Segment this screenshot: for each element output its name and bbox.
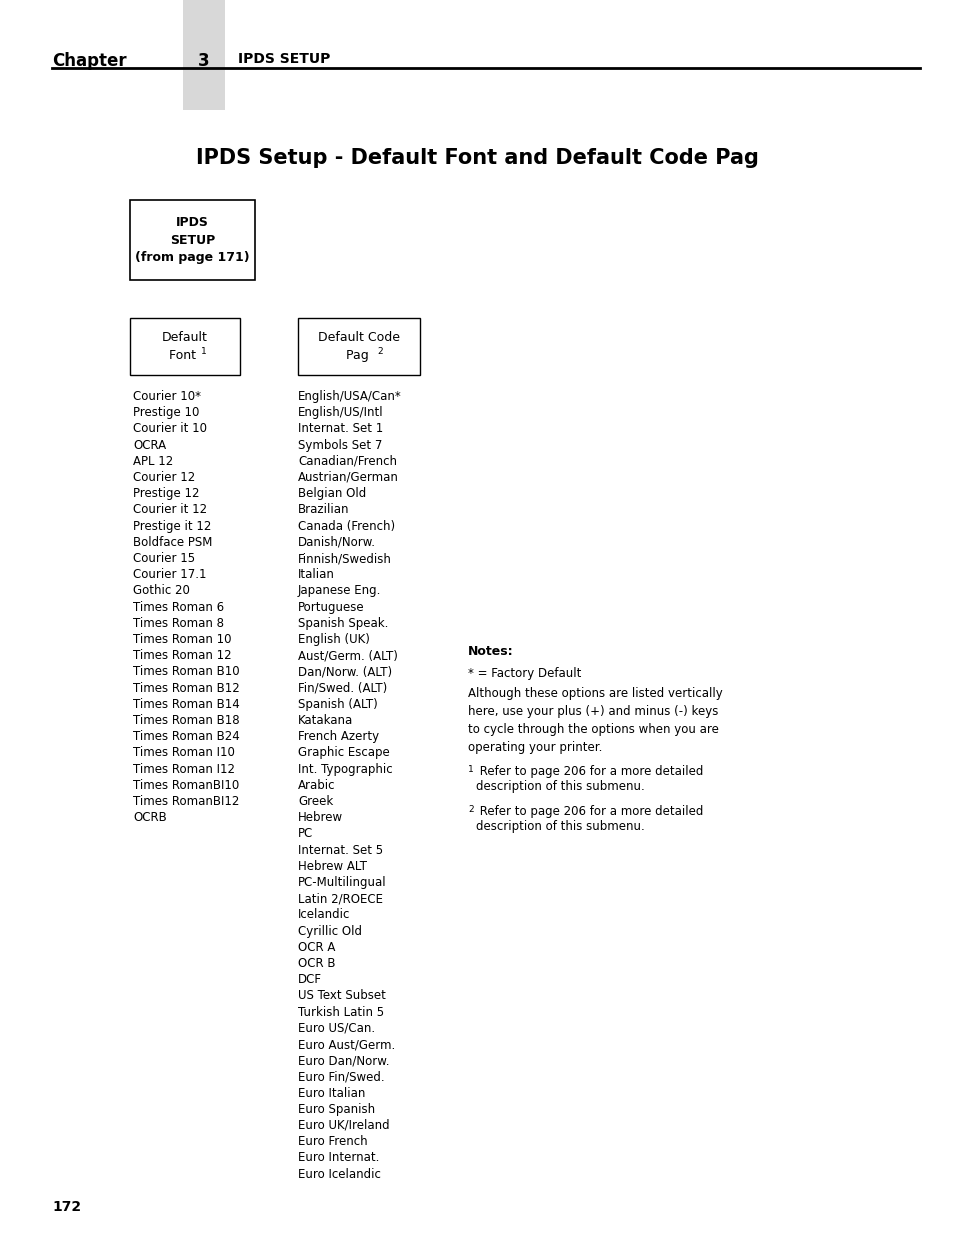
Text: Euro Internat.: Euro Internat. bbox=[297, 1151, 379, 1165]
Text: Austrian/German: Austrian/German bbox=[297, 471, 398, 484]
Text: Fin/Swed. (ALT): Fin/Swed. (ALT) bbox=[297, 682, 387, 694]
Text: Although these options are listed vertically
here, use your plus (+) and minus (: Although these options are listed vertic… bbox=[468, 687, 722, 755]
Text: Finnish/Swedish: Finnish/Swedish bbox=[297, 552, 392, 564]
Text: Graphic Escape: Graphic Escape bbox=[297, 746, 390, 760]
Text: Euro US/Can.: Euro US/Can. bbox=[297, 1021, 375, 1035]
Text: Euro French: Euro French bbox=[297, 1135, 367, 1149]
Text: DCF: DCF bbox=[297, 973, 322, 987]
Text: Katakana: Katakana bbox=[297, 714, 353, 727]
Text: Times Roman 10: Times Roman 10 bbox=[132, 634, 232, 646]
Text: OCR A: OCR A bbox=[297, 941, 335, 953]
Text: Refer to page 206 for a more detailed: Refer to page 206 for a more detailed bbox=[476, 805, 702, 818]
Text: 2: 2 bbox=[376, 347, 382, 356]
Text: Euro Fin/Swed.: Euro Fin/Swed. bbox=[297, 1071, 384, 1083]
Text: Portuguese: Portuguese bbox=[297, 600, 364, 614]
Text: OCRA: OCRA bbox=[132, 438, 166, 452]
Bar bbox=[297, 317, 419, 375]
Text: Italian: Italian bbox=[297, 568, 335, 582]
Text: Greek: Greek bbox=[297, 795, 333, 808]
Text: Euro Spanish: Euro Spanish bbox=[297, 1103, 375, 1115]
Text: Canadian/French: Canadian/French bbox=[297, 454, 396, 468]
Text: Times Roman 12: Times Roman 12 bbox=[132, 650, 232, 662]
Text: Canada (French): Canada (French) bbox=[297, 520, 395, 532]
Text: Internat. Set 5: Internat. Set 5 bbox=[297, 844, 383, 857]
Text: Spanish Speak.: Spanish Speak. bbox=[297, 616, 388, 630]
Text: Times Roman I10: Times Roman I10 bbox=[132, 746, 234, 760]
Text: Internat. Set 1: Internat. Set 1 bbox=[297, 422, 383, 436]
Text: APL 12: APL 12 bbox=[132, 454, 173, 468]
Text: Times Roman B18: Times Roman B18 bbox=[132, 714, 239, 727]
Text: Danish/Norw.: Danish/Norw. bbox=[297, 536, 375, 548]
Text: Times Roman B10: Times Roman B10 bbox=[132, 666, 239, 678]
Text: 1: 1 bbox=[201, 347, 207, 356]
Text: English/US/Intl: English/US/Intl bbox=[297, 406, 383, 419]
Text: 2: 2 bbox=[468, 805, 473, 814]
Text: Euro UK/Ireland: Euro UK/Ireland bbox=[297, 1119, 389, 1132]
Text: Times Roman I12: Times Roman I12 bbox=[132, 762, 234, 776]
Text: French Azerty: French Azerty bbox=[297, 730, 378, 743]
Text: Courier it 12: Courier it 12 bbox=[132, 504, 207, 516]
Text: * = Factory Default: * = Factory Default bbox=[468, 667, 580, 680]
Text: Courier 12: Courier 12 bbox=[132, 471, 195, 484]
Text: PC-Multilingual: PC-Multilingual bbox=[297, 876, 386, 889]
Text: OCRB: OCRB bbox=[132, 811, 167, 824]
Text: Default Code
Pag: Default Code Pag bbox=[317, 331, 399, 362]
Text: description of this submenu.: description of this submenu. bbox=[476, 781, 644, 793]
Text: Times RomanBI12: Times RomanBI12 bbox=[132, 795, 239, 808]
Text: Euro Icelandic: Euro Icelandic bbox=[297, 1167, 380, 1181]
Text: Refer to page 206 for a more detailed: Refer to page 206 for a more detailed bbox=[476, 764, 702, 778]
Text: 3: 3 bbox=[198, 52, 210, 70]
Text: Boldface PSM: Boldface PSM bbox=[132, 536, 213, 548]
Text: Spanish (ALT): Spanish (ALT) bbox=[297, 698, 377, 711]
Text: Hebrew ALT: Hebrew ALT bbox=[297, 860, 367, 873]
Text: Euro Aust/Germ.: Euro Aust/Germ. bbox=[297, 1037, 395, 1051]
Text: Turkish Latin 5: Turkish Latin 5 bbox=[297, 1005, 384, 1019]
Text: Courier 10*: Courier 10* bbox=[132, 390, 201, 403]
Text: Prestige 10: Prestige 10 bbox=[132, 406, 199, 419]
Text: 172: 172 bbox=[52, 1200, 81, 1214]
Text: description of this submenu.: description of this submenu. bbox=[476, 820, 644, 832]
Text: US Text Subset: US Text Subset bbox=[297, 989, 385, 1003]
Text: 1: 1 bbox=[468, 764, 474, 774]
Text: Courier 17.1: Courier 17.1 bbox=[132, 568, 206, 582]
Text: Japanese Eng.: Japanese Eng. bbox=[297, 584, 381, 598]
Text: English (UK): English (UK) bbox=[297, 634, 370, 646]
Text: IPDS Setup - Default Font and Default Code Pag: IPDS Setup - Default Font and Default Co… bbox=[195, 148, 758, 168]
Text: Symbols Set 7: Symbols Set 7 bbox=[297, 438, 382, 452]
Text: English/USA/Can*: English/USA/Can* bbox=[297, 390, 401, 403]
Text: Prestige 12: Prestige 12 bbox=[132, 487, 199, 500]
Text: Brazilian: Brazilian bbox=[297, 504, 349, 516]
Text: Cyrillic Old: Cyrillic Old bbox=[297, 925, 361, 937]
Text: Courier it 10: Courier it 10 bbox=[132, 422, 207, 436]
Text: OCR B: OCR B bbox=[297, 957, 335, 969]
Bar bbox=[130, 317, 240, 375]
Text: Default
Font: Default Font bbox=[162, 331, 208, 362]
Text: PC: PC bbox=[297, 827, 313, 840]
Text: Belgian Old: Belgian Old bbox=[297, 487, 366, 500]
Text: Prestige it 12: Prestige it 12 bbox=[132, 520, 212, 532]
Bar bbox=[130, 200, 254, 280]
Text: Int. Typographic: Int. Typographic bbox=[297, 762, 393, 776]
Text: Icelandic: Icelandic bbox=[297, 909, 350, 921]
Text: Euro Dan/Norw.: Euro Dan/Norw. bbox=[297, 1055, 389, 1067]
Text: Gothic 20: Gothic 20 bbox=[132, 584, 190, 598]
Text: Times Roman B14: Times Roman B14 bbox=[132, 698, 239, 711]
Text: Courier 15: Courier 15 bbox=[132, 552, 195, 564]
Text: IPDS
SETUP
(from page 171): IPDS SETUP (from page 171) bbox=[135, 215, 250, 264]
Text: IPDS SETUP: IPDS SETUP bbox=[237, 52, 330, 65]
Text: Times Roman B12: Times Roman B12 bbox=[132, 682, 239, 694]
Text: Times Roman 6: Times Roman 6 bbox=[132, 600, 224, 614]
Text: Times RomanBI10: Times RomanBI10 bbox=[132, 779, 239, 792]
Text: Aust/Germ. (ALT): Aust/Germ. (ALT) bbox=[297, 650, 397, 662]
Text: Hebrew: Hebrew bbox=[297, 811, 343, 824]
Text: Dan/Norw. (ALT): Dan/Norw. (ALT) bbox=[297, 666, 392, 678]
Text: Times Roman B24: Times Roman B24 bbox=[132, 730, 239, 743]
Text: Latin 2/ROECE: Latin 2/ROECE bbox=[297, 892, 382, 905]
Text: Times Roman 8: Times Roman 8 bbox=[132, 616, 224, 630]
Bar bbox=[183, 0, 225, 110]
Text: Chapter: Chapter bbox=[52, 52, 127, 70]
Text: Arabic: Arabic bbox=[297, 779, 335, 792]
Text: Euro Italian: Euro Italian bbox=[297, 1087, 365, 1099]
Text: Notes:: Notes: bbox=[468, 645, 513, 658]
